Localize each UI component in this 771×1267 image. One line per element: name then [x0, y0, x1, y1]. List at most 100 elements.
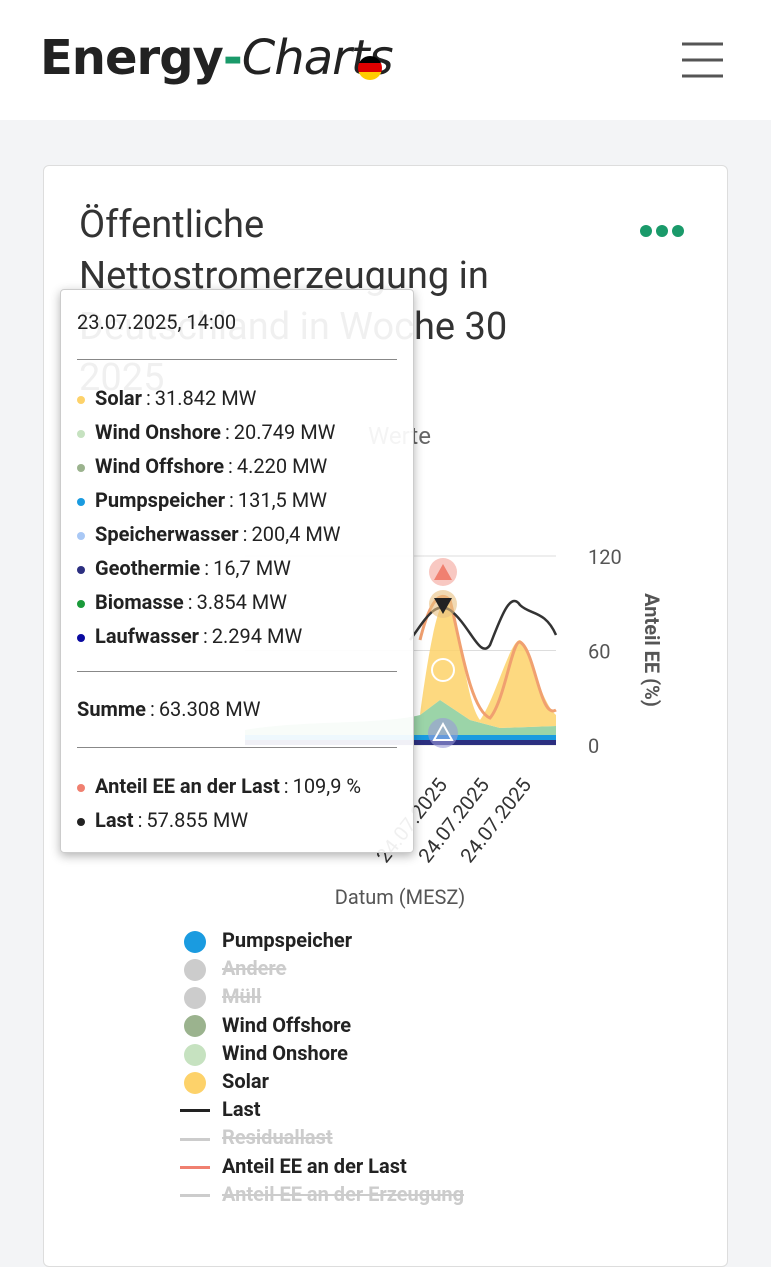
tooltip-name: Speicherwasser: [95, 522, 239, 546]
tooltip-dot: [77, 783, 85, 792]
legend-symbol: [180, 1109, 210, 1113]
legend-item[interactable]: Residuallast: [180, 1125, 333, 1149]
tooltip-dot: [77, 395, 85, 404]
tooltip-sep: :: [145, 386, 151, 410]
divider: [77, 747, 397, 748]
tooltip-dot: [77, 817, 85, 826]
legend-symbol: [180, 1137, 210, 1141]
legend-symbol: [184, 958, 206, 981]
legend-symbol: [180, 1194, 210, 1198]
tooltip-value: 63.308 MW: [158, 697, 261, 721]
tooltip-sep: :: [187, 590, 193, 614]
tooltip-name: Summe: [77, 697, 146, 721]
x-axis-label: Datum (MESZ): [335, 885, 466, 909]
tooltip-sep: :: [149, 697, 155, 721]
legend-item[interactable]: Solar: [180, 1069, 269, 1094]
divider: [77, 671, 397, 672]
legend-item[interactable]: Andere: [180, 956, 286, 981]
tooltip-dot: [77, 565, 85, 574]
tooltip: 23.07.2025, 14:00 Solar:31.842 MW Wind Ons…: [60, 289, 414, 853]
legend-item[interactable]: Wind Onshore: [180, 1041, 348, 1066]
tooltip-value: 20.749 MW: [233, 420, 336, 444]
legend-label: Wind Offshore: [222, 1012, 352, 1037]
tooltip-value: 109,9 %: [292, 774, 362, 798]
tooltip-value: 4.220 MW: [236, 454, 328, 478]
tooltip-dot: [77, 633, 85, 642]
y2-tick-label: 60: [588, 640, 610, 664]
legend-symbol: [184, 1043, 206, 1066]
tooltip-name: Biomasse: [95, 590, 184, 614]
tooltip-value: 2.294 MW: [211, 624, 303, 648]
tooltip-row: Laufwasser:2.294 MW: [77, 624, 302, 648]
tooltip-row: Pumpspeicher:131,5 MW: [77, 488, 327, 512]
legend-symbol: [184, 987, 206, 1010]
tooltip-sep: :: [202, 624, 208, 648]
logo-text: Energy: [40, 30, 224, 86]
tooltip-row: Wind Onshore:20.749 MW: [77, 420, 335, 444]
tooltip-date: 23.07.2025, 14:00: [77, 310, 237, 334]
tooltip-name: Pumpspeicher: [95, 488, 226, 512]
tooltip-dot: [77, 497, 85, 506]
tooltip-value: 131,5 MW: [237, 488, 327, 512]
legend-symbol: [184, 1015, 206, 1038]
tooltip-name: Solar: [95, 386, 142, 410]
legend-item[interactable]: Müll: [180, 984, 262, 1010]
legend-label: Pumpspeicher: [222, 928, 353, 952]
header: Energy-Charts: [0, 0, 771, 120]
tooltip-sep: :: [224, 420, 230, 444]
tooltip-sep: :: [229, 488, 234, 512]
legend-item[interactable]: Last: [180, 1097, 261, 1121]
tooltip-row: Wind Offshore:4.220 MW: [77, 454, 327, 478]
tooltip-name: Wind Onshore: [95, 420, 221, 444]
logo-separator: -: [222, 30, 243, 86]
more-button[interactable]: [640, 225, 684, 237]
legend-symbol: [184, 930, 206, 953]
tooltip-value: 31.842 MW: [154, 386, 257, 410]
y2-tick-label: 0: [588, 734, 599, 758]
tooltip-dot: [77, 429, 85, 438]
tooltip-dot: [77, 463, 85, 472]
legend-symbol: [180, 1165, 210, 1169]
tooltip-dot: [77, 599, 85, 608]
legend-label: Last: [222, 1097, 261, 1122]
tooltip-row: Summe:63.308 MW: [77, 697, 260, 721]
legend-symbol: [184, 1071, 206, 1094]
legend-item[interactable]: Wind Offshore: [180, 1013, 351, 1038]
legend-label: Solar: [222, 1069, 269, 1093]
legend-item[interactable]: Pumpspeicher: [180, 928, 352, 953]
tooltip-row: Anteil EE an der Last:109,9 %: [77, 774, 361, 798]
tooltip-name: Wind Offshore: [95, 454, 225, 478]
tooltip-value: 57.855 MW: [146, 808, 249, 832]
tooltip-sep: :: [242, 522, 248, 546]
tooltip-sep: :: [283, 774, 289, 798]
legend-label: Andere: [222, 956, 287, 981]
tooltip-sep: :: [228, 454, 233, 478]
tooltip-row: Geothermie:16,7 MW: [77, 556, 291, 580]
tooltip-name: Last: [95, 808, 134, 832]
tooltip-dot: [77, 531, 85, 540]
tooltip-value: 3.854 MW: [196, 590, 287, 614]
menu-button[interactable]: [682, 42, 723, 78]
tooltip-sep: :: [137, 808, 143, 832]
tooltip-name: Anteil EE an der Last: [95, 774, 280, 798]
flag: [358, 56, 382, 80]
tooltip-row: Speicherwasser:200,4 MW: [77, 522, 341, 546]
header-icons: [358, 42, 723, 80]
tooltip-value: 200,4 MW: [251, 522, 341, 546]
tooltip-row: Solar:31.842 MW: [77, 386, 256, 410]
y2-tick-label: 120: [588, 545, 622, 569]
tooltip-row: Last:57.855 MW: [77, 808, 248, 832]
legend-label: Residuallast: [222, 1125, 333, 1150]
tooltip-name: Laufwasser: [95, 624, 199, 648]
tooltip-value: 16,7 MW: [213, 556, 291, 580]
legend-item[interactable]: Anteil EE an der Erzeugung: [180, 1182, 464, 1206]
tooltip-sep: :: [204, 556, 210, 580]
y2-axis-label: Anteil EE (%): [640, 593, 664, 707]
tooltip-row: Biomasse:3.854 MW: [77, 590, 287, 614]
legend-label: Wind Onshore: [222, 1040, 348, 1065]
legend-item[interactable]: Anteil EE an der Last: [180, 1154, 407, 1178]
legend-label: Anteil EE an der Erzeugung: [222, 1181, 465, 1206]
legend-label: Müll: [222, 984, 262, 1009]
legend-label: Anteil EE an der Last: [222, 1153, 407, 1178]
